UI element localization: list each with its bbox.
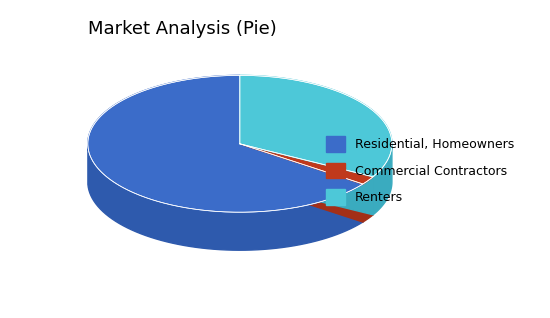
Polygon shape xyxy=(240,144,363,222)
Legend: Residential, Homeowners, Commercial Contractors, Renters: Residential, Homeowners, Commercial Cont… xyxy=(326,136,514,204)
Polygon shape xyxy=(373,144,392,215)
Polygon shape xyxy=(88,146,363,250)
Polygon shape xyxy=(88,75,363,212)
Polygon shape xyxy=(363,177,373,222)
Polygon shape xyxy=(240,144,373,215)
Polygon shape xyxy=(240,144,363,222)
Polygon shape xyxy=(240,144,373,184)
Title: Market Analysis (Pie): Market Analysis (Pie) xyxy=(88,20,277,38)
Polygon shape xyxy=(240,75,392,177)
Polygon shape xyxy=(240,144,373,215)
